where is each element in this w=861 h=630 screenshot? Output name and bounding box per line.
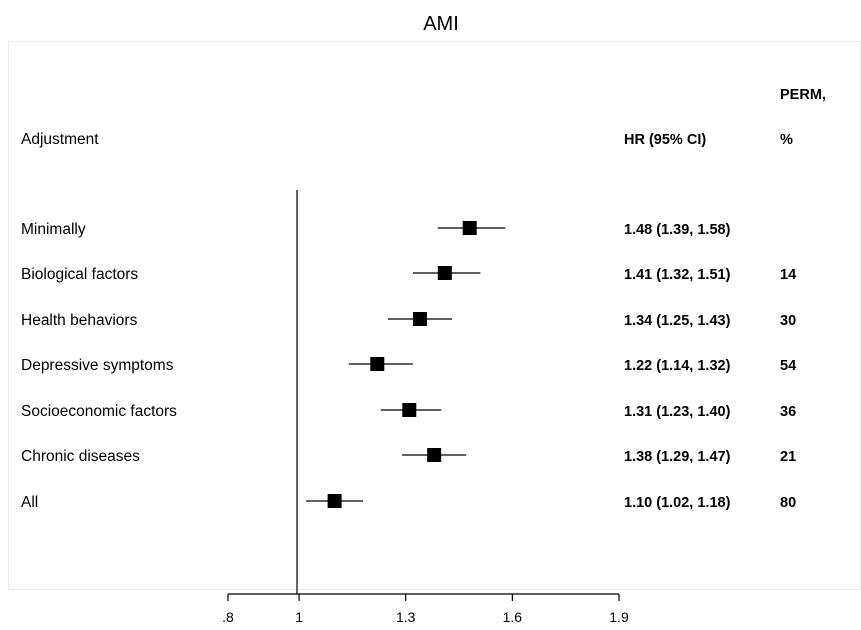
header-hr: HR (95% CI) [624,132,706,148]
row-label: All [21,494,38,511]
row-label: Biological factors [21,266,138,283]
hr-marker [327,494,342,508]
x-tick-label: 1 [295,609,303,625]
perm-value: 80 [780,495,796,511]
hr-marker [370,357,385,371]
x-tick-label: 1.9 [609,609,629,625]
perm-value: 14 [780,267,796,283]
forest-rows: Minimally 1.48 (1.39, 1.58) Biological fac… [21,221,796,511]
row-label: Health behaviors [21,312,138,329]
hr-value: 1.10 (1.02, 1.18) [624,495,731,511]
row-label: Minimally [21,221,86,238]
hr-marker [437,266,452,280]
hr-marker [402,403,417,417]
hr-marker [412,312,427,326]
perm-value: 30 [780,313,796,329]
hr-value: 1.41 (1.32, 1.51) [624,267,731,283]
hr-value: 1.31 (1.23, 1.40) [624,404,731,420]
hr-value: 1.22 (1.14, 1.32) [624,358,731,374]
x-tick-label: 1.3 [396,609,416,625]
hr-value: 1.38 (1.29, 1.47) [624,449,731,465]
perm-value: 36 [780,404,796,420]
header-perm-line2: % [780,132,793,148]
chart-title: AMI [423,13,459,35]
header-perm-line1: PERM, [780,87,826,103]
hr-value: 1.48 (1.39, 1.58) [624,222,731,238]
hr-marker [427,448,442,462]
row-label: Depressive symptoms [21,357,174,374]
perm-value: 54 [780,358,796,374]
x-axis-ticks: .8 1 1.3 1.6 1.9 [222,594,629,625]
x-tick-label: .8 [222,609,234,625]
hr-value: 1.34 (1.25, 1.43) [624,313,731,329]
header-adjustment: Adjustment [21,131,99,148]
hr-marker [462,221,477,235]
row-label: Chronic diseases [21,448,140,465]
row-label: Socioeconomic factors [21,403,177,420]
perm-value: 21 [780,449,796,465]
x-tick-label: 1.6 [503,609,523,625]
